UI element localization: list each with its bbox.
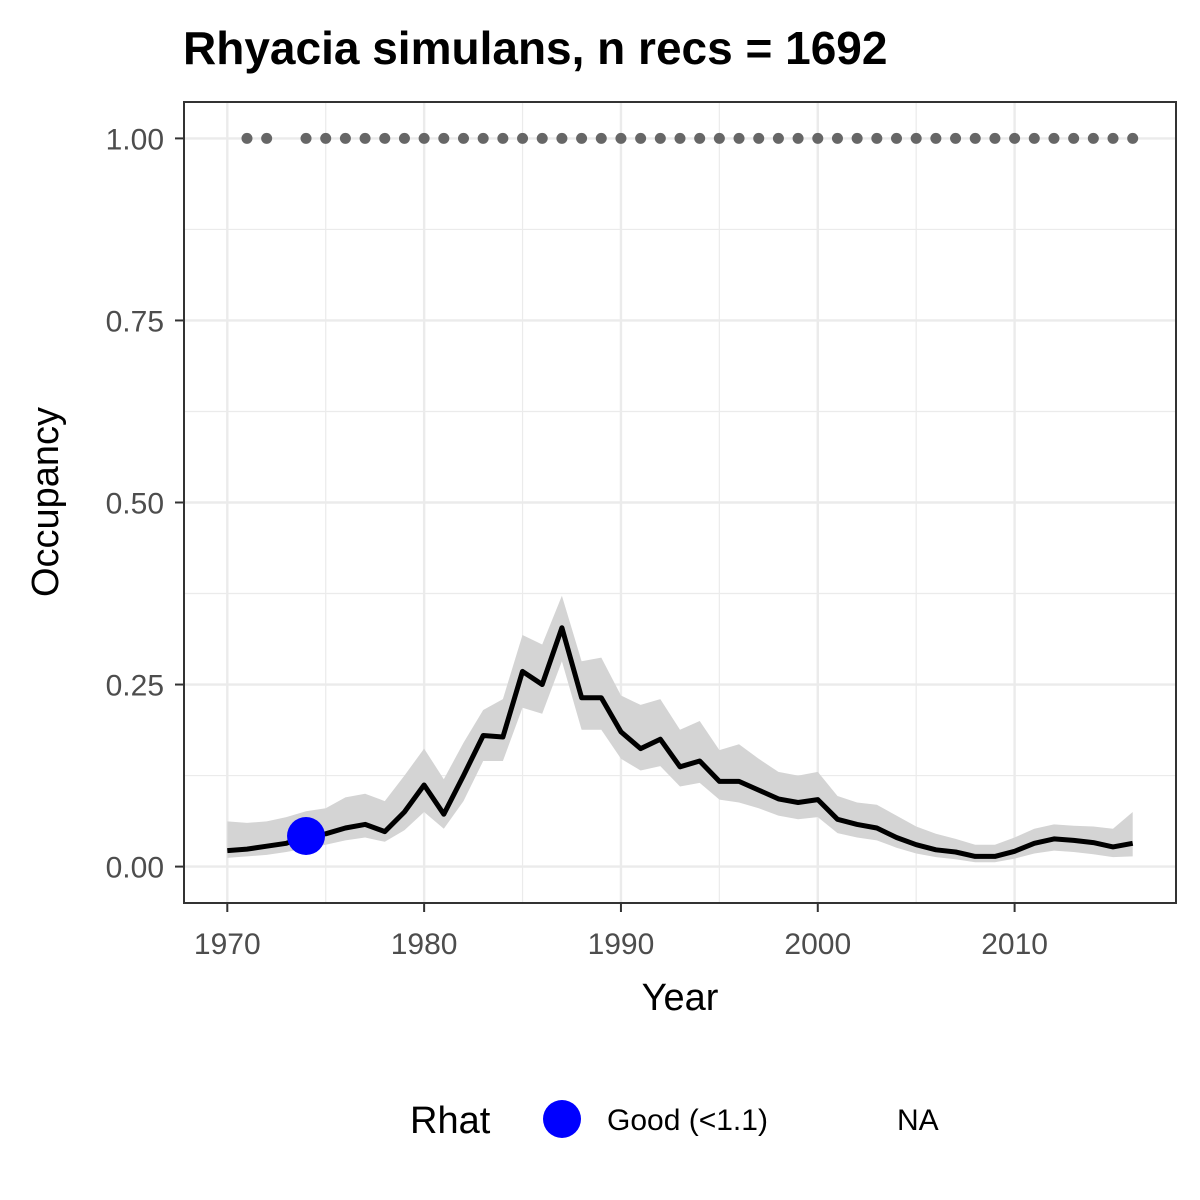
rhat-dot	[891, 132, 903, 144]
rhat-dot	[1087, 132, 1099, 144]
rhat-dot	[379, 132, 391, 144]
occupancy-line	[227, 625, 1134, 859]
rhat-dot	[497, 132, 509, 144]
rhat-dot	[910, 132, 922, 144]
rhat-dot	[930, 132, 942, 144]
x-tick-label: 2010	[981, 928, 1048, 961]
rhat-dot	[969, 132, 981, 144]
rhat-dot	[792, 132, 804, 144]
good-rhat-point	[287, 817, 326, 856]
legend-label-good: Good (<1.1)	[607, 1104, 768, 1137]
legend-label-na: NA	[897, 1104, 939, 1137]
rhat-dot	[1048, 132, 1060, 144]
rhat-dot	[871, 132, 883, 144]
occupancy-series-line	[227, 625, 1134, 859]
rhat-dot	[576, 132, 588, 144]
rhat-dot	[595, 132, 607, 144]
rhat-dot	[615, 132, 627, 144]
x-axis-title: Year	[642, 977, 719, 1019]
rhat-dot	[1028, 132, 1040, 144]
good-rhat-points	[287, 817, 326, 856]
rhat-dot	[300, 132, 312, 144]
rhat-dot	[359, 132, 371, 144]
rhat-dot	[654, 132, 666, 144]
legend: Rhat Good (<1.1) NA	[410, 1100, 939, 1142]
rhat-dot	[418, 132, 430, 144]
rhat-dot	[635, 132, 647, 144]
x-tick-label: 2000	[784, 928, 851, 961]
y-tick-label: 0.75	[106, 305, 164, 338]
rhat-dot	[694, 132, 706, 144]
x-tick-label: 1990	[588, 928, 655, 961]
rhat-dot	[536, 132, 548, 144]
rhat-dot	[950, 132, 962, 144]
y-tick-label: 0.25	[106, 670, 164, 703]
legend-key-good	[543, 1100, 581, 1138]
rhat-dot	[517, 132, 529, 144]
rhat-dot	[1107, 132, 1119, 144]
rhat-dot	[989, 132, 1001, 144]
rhat-dot	[753, 132, 765, 144]
y-axis-title: Occupancy	[25, 407, 67, 597]
rhat-dot	[477, 132, 489, 144]
rhat-dot	[241, 132, 253, 144]
y-tick-label: 0.50	[106, 488, 164, 521]
rhat-dot	[1127, 132, 1139, 144]
legend-title: Rhat	[410, 1100, 491, 1142]
rhat-dot	[398, 132, 410, 144]
rhat-dot	[831, 132, 843, 144]
rhat-dot	[1068, 132, 1080, 144]
y-axis: 0.00 0.25 0.50 0.75 1.00	[106, 123, 184, 885]
rhat-dot	[261, 132, 273, 144]
x-axis: 1970 1980 1990 2000 2010	[194, 903, 1048, 961]
rhat-dot	[851, 132, 863, 144]
x-tick-label: 1970	[194, 928, 261, 961]
rhat-dot	[812, 132, 824, 144]
rhat-dot	[1009, 132, 1021, 144]
rhat-dot	[457, 132, 469, 144]
rhat-dot	[438, 132, 450, 144]
x-tick-label: 1980	[391, 928, 458, 961]
rhat-dot	[772, 132, 784, 144]
chart-title: Rhyacia simulans, n recs = 1692	[183, 22, 887, 74]
rhat-dot	[320, 132, 332, 144]
y-tick-label: 1.00	[106, 123, 164, 156]
rhat-dot	[556, 132, 568, 144]
rhat-dots	[241, 132, 1139, 144]
rhat-dot	[713, 132, 725, 144]
rhat-dot	[674, 132, 686, 144]
y-tick-label: 0.00	[106, 852, 164, 885]
rhat-dot	[733, 132, 745, 144]
rhat-dot	[339, 132, 351, 144]
